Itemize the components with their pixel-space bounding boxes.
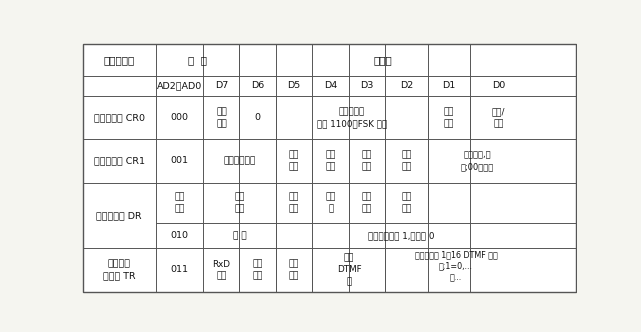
- Text: 011: 011: [171, 266, 188, 275]
- Text: 发防
卫音: 发防 卫音: [253, 260, 263, 280]
- Text: AD2～AD0: AD2～AD0: [157, 81, 202, 90]
- Text: 控制寄存器 CR0: 控制寄存器 CR0: [94, 113, 145, 122]
- Text: D2: D2: [400, 81, 413, 90]
- Text: D6: D6: [251, 81, 264, 90]
- Text: 旁路
编码: 旁路 编码: [326, 150, 336, 171]
- Text: 数据位: 数据位: [374, 55, 392, 65]
- Text: 接收
数据: 接收 数据: [174, 193, 185, 213]
- Text: 载波
检测: 载波 检测: [289, 193, 299, 213]
- Text: 音调控制
寄存器 TR: 音调控制 寄存器 TR: [103, 260, 135, 280]
- Text: 未 用: 未 用: [233, 231, 247, 240]
- Text: 中断
允许: 中断 允许: [289, 150, 299, 171]
- Text: 应答
音: 应答 音: [326, 193, 336, 213]
- Text: 解码
标志: 解码 标志: [235, 193, 245, 213]
- Text: 长环
检测: 长环 检测: [401, 193, 412, 213]
- Text: 001: 001: [171, 156, 188, 165]
- Text: 条件检测到出 1,否则出 0: 条件检测到出 1,否则出 0: [368, 231, 435, 240]
- Text: 呼叫
进程: 呼叫 进程: [362, 193, 372, 213]
- Text: 0: 0: [254, 113, 261, 122]
- Text: D1: D1: [442, 81, 456, 90]
- Text: D3: D3: [360, 81, 374, 90]
- Text: 应答/
始发: 应答/ 始发: [492, 107, 505, 128]
- Text: 发送模式：
其中 1100＝FSK 模式: 发送模式： 其中 1100＝FSK 模式: [317, 107, 387, 128]
- Text: D4: D4: [324, 81, 337, 90]
- Text: 010: 010: [171, 231, 188, 240]
- Text: 控制寄存器 CR1: 控制寄存器 CR1: [94, 156, 145, 165]
- Text: 发应
答音: 发应 答音: [289, 260, 299, 280]
- Text: 检测寄存器 DR: 检测寄存器 DR: [96, 211, 142, 220]
- Text: 数据发送方式: 数据发送方式: [224, 156, 256, 165]
- Text: 发送
DTMF
音: 发送 DTMF 音: [337, 254, 362, 286]
- Text: 寄存器名称: 寄存器名称: [103, 55, 135, 65]
- Text: 调制
选择: 调制 选择: [216, 107, 227, 128]
- Text: 发送
允许: 发送 允许: [444, 107, 454, 128]
- Text: RxD
控制: RxD 控制: [212, 260, 231, 280]
- Text: 复位
操作: 复位 操作: [401, 150, 412, 171]
- Text: 测试模式,其
中;00＝正常: 测试模式,其 中;00＝正常: [461, 150, 494, 171]
- Text: 地  址: 地 址: [188, 55, 207, 65]
- Text: D0: D0: [492, 81, 505, 90]
- Text: 该四位对应 1～16 DTMF 信号
即;1=0,...
但...: 该四位对应 1～16 DTMF 信号 即;1=0,... 但...: [415, 250, 497, 283]
- Text: 000: 000: [171, 113, 188, 122]
- Text: D5: D5: [288, 81, 301, 90]
- Text: 时钟
控制: 时钟 控制: [362, 150, 372, 171]
- Text: D7: D7: [215, 81, 228, 90]
